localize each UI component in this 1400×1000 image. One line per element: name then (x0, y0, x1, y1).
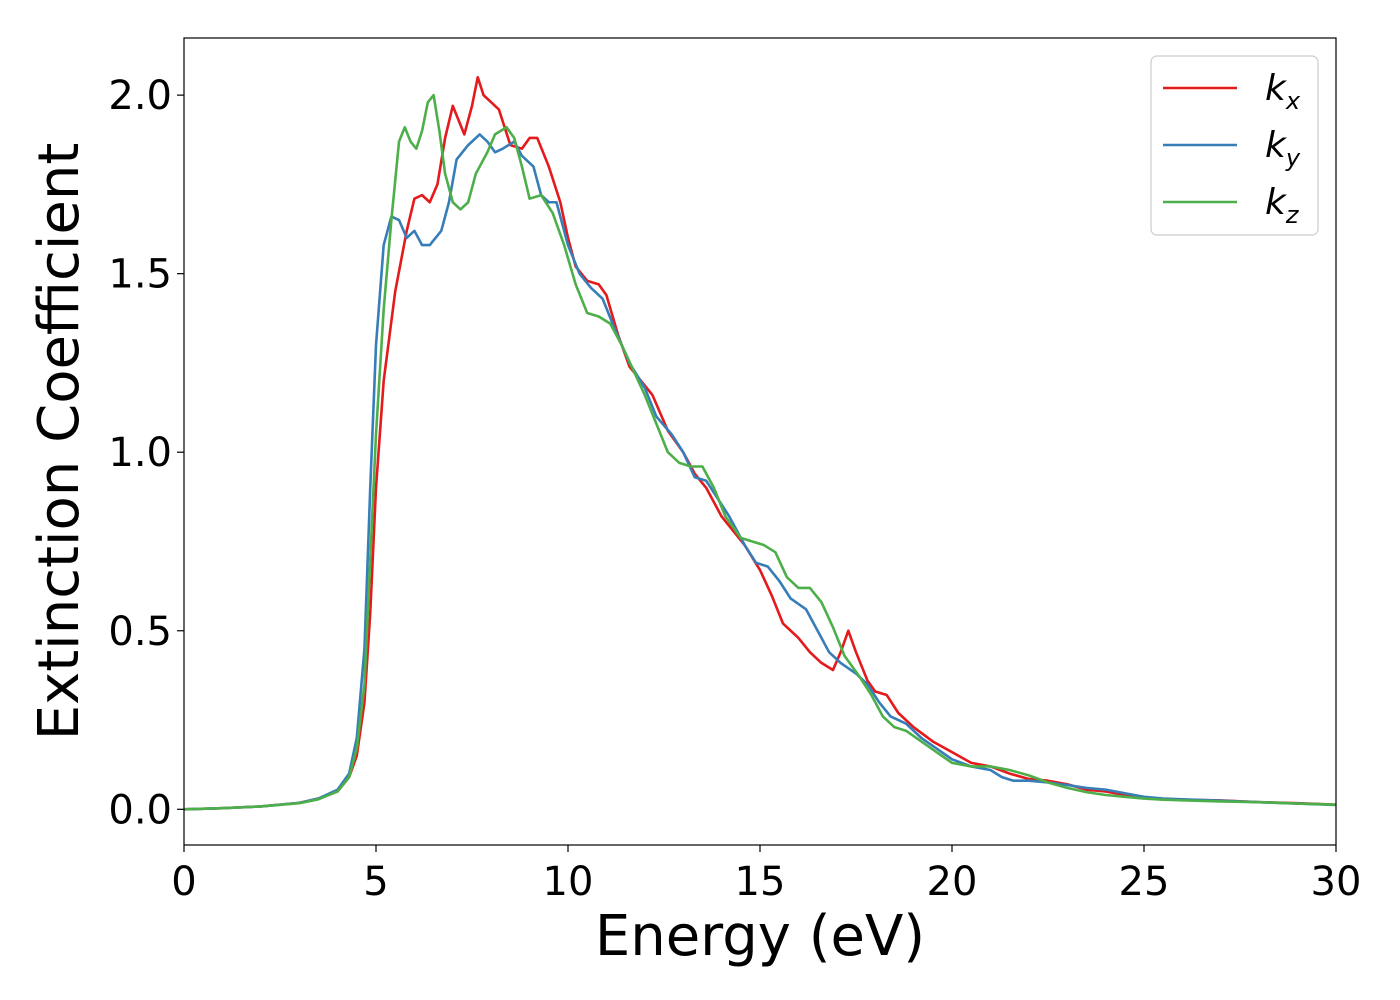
y-tick-label: 2.0 (108, 73, 172, 119)
x-tick-label: 30 (1311, 859, 1362, 905)
legend-label-k-x: kx (1265, 68, 1301, 115)
legend-label-subscript: y (1285, 144, 1301, 172)
legend-label-main: k (1265, 182, 1288, 223)
x-axis-ticks: 0 5 10 15 20 25 30 (171, 845, 1361, 905)
y-tick-label: 1.0 (108, 430, 172, 476)
x-tick-label: 10 (543, 859, 594, 905)
x-tick-label: 0 (171, 859, 196, 905)
legend-label-k-y: ky (1265, 125, 1301, 172)
legend-label-main: k (1265, 125, 1288, 166)
y-tick-label: 0.5 (108, 609, 172, 655)
x-tick-label: 15 (735, 859, 786, 905)
x-tick-label: 25 (1119, 859, 1170, 905)
y-axis-title: Extinction Coefficient (27, 143, 92, 741)
legend-label-subscript: z (1285, 201, 1300, 229)
series-line-k-z (184, 93, 1336, 811)
x-tick-label: 20 (927, 859, 978, 905)
legend-label-main: k (1265, 68, 1288, 109)
x-tick-label: 5 (363, 859, 388, 905)
x-axis-title: Energy (eV) (595, 904, 925, 969)
plot-lines (184, 75, 1336, 811)
legend-label-k-z: kz (1265, 182, 1300, 229)
y-tick-label: 0.0 (108, 787, 172, 833)
series-line-k-y (184, 133, 1336, 811)
y-axis-ticks: 0.0 0.5 1.0 1.5 2.0 (108, 73, 184, 833)
y-tick-label: 1.5 (108, 252, 172, 298)
series-line-k-x (184, 75, 1336, 811)
legend-label-subscript: x (1285, 87, 1301, 115)
